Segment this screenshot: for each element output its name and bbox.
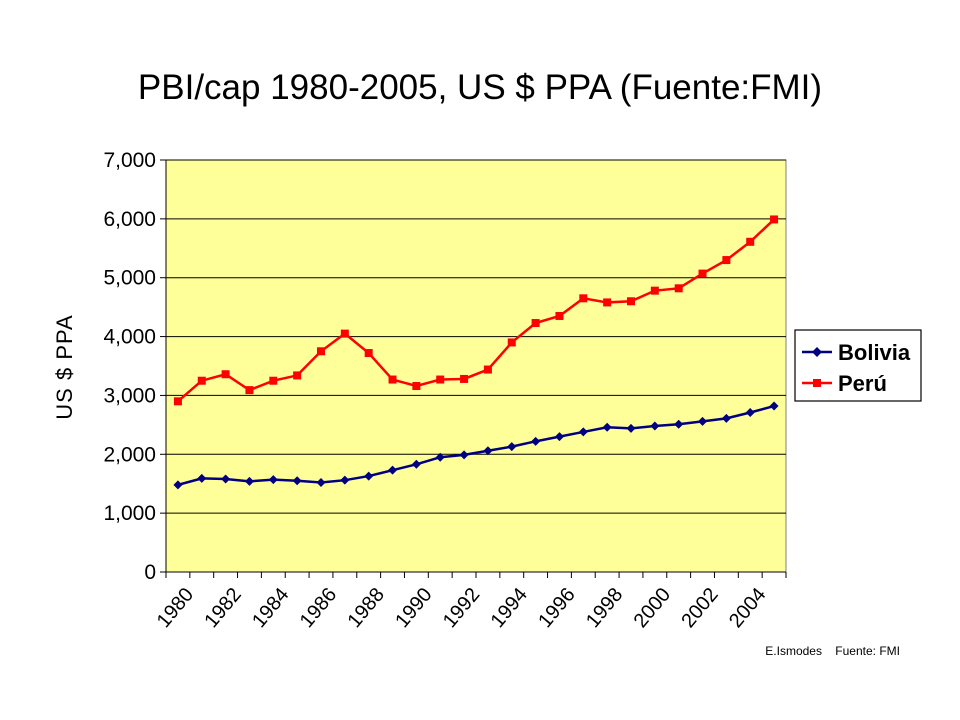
data-point-peru — [650, 286, 659, 295]
chart-title: PBI/cap 1980-2005, US $ PPA (Fuente:FMI) — [137, 68, 823, 107]
data-point-bolivia — [435, 452, 445, 462]
y-axis-ticks: 0 1,000 2,000 3,000 4,000 5,000 6,000 7,000 — [103, 149, 166, 584]
x-tick-label: 1994 — [487, 584, 532, 632]
y-tick-label: 5,000 — [103, 267, 156, 290]
data-point-peru — [770, 215, 779, 224]
data-point-peru — [317, 347, 325, 356]
data-point-bolivia — [554, 432, 564, 442]
x-tick-label: 1982 — [200, 584, 245, 632]
x-tick-label: 1992 — [439, 584, 484, 632]
data-point-bolivia — [221, 474, 231, 484]
x-tick-label: 1998 — [582, 584, 627, 632]
x-tick-label: 1996 — [534, 584, 579, 632]
data-point-peru — [674, 284, 683, 293]
data-point-peru — [221, 370, 230, 379]
data-point-bolivia — [626, 423, 636, 433]
legend-label-peru: Perú — [838, 371, 887, 396]
x-tick-label: 2000 — [630, 584, 675, 632]
x-tick-label: 1980 — [153, 584, 198, 632]
data-point-peru — [197, 376, 206, 385]
legend-box — [794, 329, 922, 402]
data-point-bolivia — [388, 465, 398, 475]
y-tick-label: 6,000 — [103, 208, 156, 231]
data-point-peru — [245, 386, 254, 395]
x-tick-label: 1990 — [391, 584, 436, 632]
data-point-bolivia — [507, 442, 517, 452]
x-tick-label: 1988 — [343, 584, 388, 632]
y-tick-label: 1,000 — [103, 502, 156, 525]
data-point-peru — [460, 374, 469, 383]
data-point-peru — [388, 375, 397, 384]
data-point-bolivia — [531, 436, 541, 446]
legend-marker-peru — [813, 379, 821, 387]
y-tick-label: 2,000 — [103, 443, 156, 466]
data-point-peru — [436, 375, 445, 384]
legend-marker-bolivia — [812, 347, 822, 357]
legend-label-bolivia: Bolivia — [838, 340, 911, 365]
x-axis-ticks: 1980 1982 1984 1986 1988 1990 1992 1994 1996 1998… — [153, 572, 787, 632]
data-point-peru — [579, 294, 588, 303]
y-tick-label: 0 — [144, 561, 156, 584]
data-point-peru — [698, 269, 707, 278]
data-point-bolivia — [411, 459, 421, 469]
x-tick-label: 1986 — [296, 584, 341, 632]
gridlines — [166, 159, 786, 514]
data-point-peru — [412, 382, 421, 391]
data-point-peru — [483, 365, 492, 374]
data-point-bolivia — [674, 419, 684, 429]
data-point-bolivia — [364, 471, 374, 481]
data-point-bolivia — [650, 421, 660, 431]
x-tick-label: 2002 — [677, 584, 722, 632]
data-point-peru — [507, 338, 516, 347]
data-point-bolivia — [721, 413, 731, 423]
data-point-bolivia — [745, 407, 755, 417]
data-point-bolivia — [316, 478, 326, 488]
data-point-bolivia — [602, 422, 612, 432]
data-point-peru — [746, 237, 755, 246]
data-point-peru — [173, 397, 182, 406]
data-point-bolivia — [769, 401, 779, 411]
data-point-bolivia — [483, 446, 493, 456]
data-point-peru — [603, 298, 612, 307]
data-point-peru — [293, 371, 302, 380]
data-point-peru — [627, 297, 635, 306]
y-tick-label: 7,000 — [103, 149, 156, 172]
data-point-bolivia — [244, 476, 254, 486]
data-point-peru — [555, 311, 564, 320]
x-tick-label: 1984 — [248, 584, 293, 632]
data-point-bolivia — [698, 416, 708, 426]
data-point-peru — [722, 256, 731, 265]
data-point-peru — [340, 329, 349, 338]
data-point-bolivia — [173, 480, 183, 490]
legend: Bolivia Perú — [794, 329, 922, 402]
data-point-peru — [531, 319, 540, 328]
data-point-bolivia — [292, 476, 302, 486]
y-tick-label: 4,000 — [103, 326, 156, 349]
x-tick-label: 2004 — [725, 584, 770, 632]
series-layer — [173, 215, 779, 490]
data-point-peru — [269, 376, 278, 385]
plot-background — [165, 159, 787, 573]
y-axis-label: US $ PPA — [52, 314, 77, 419]
credit-text: E.Ismodes Fuente: FMI — [765, 644, 900, 658]
y-tick-label: 3,000 — [103, 384, 156, 407]
data-point-bolivia — [197, 473, 207, 483]
data-point-bolivia — [340, 475, 350, 485]
data-point-bolivia — [578, 427, 588, 437]
data-point-peru — [364, 349, 373, 358]
data-point-bolivia — [459, 450, 469, 460]
data-point-bolivia — [268, 475, 278, 485]
